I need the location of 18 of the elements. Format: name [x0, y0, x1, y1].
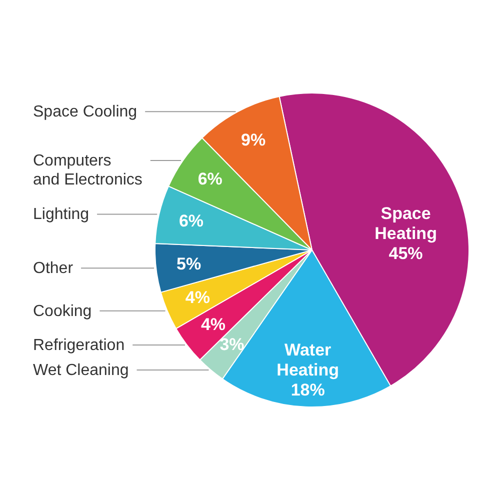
slice-label: Space Heating [374, 204, 437, 243]
data-label: 4% [185, 288, 210, 308]
slice-label: Lighting [33, 206, 90, 224]
slice-label: Computers and Electronics [33, 152, 142, 188]
data-label: 6% [198, 169, 222, 188]
slice-label: Space Cooling [33, 104, 138, 121]
slice-label: Wet Cleaning [33, 362, 129, 379]
data-label: 5% [176, 254, 202, 274]
slice-label: Other [33, 260, 74, 278]
slice-label: Water Heating [276, 340, 340, 380]
data-label: 4% [200, 315, 226, 334]
slice-label: Refrigeration [33, 336, 125, 354]
slice-label: Cooking [33, 302, 92, 320]
data-label: 3% [220, 334, 244, 354]
data-label: 9% [241, 130, 266, 150]
data-label: 6% [178, 212, 204, 231]
data-label: 18% [290, 380, 325, 400]
data-label: 45% [388, 244, 423, 263]
